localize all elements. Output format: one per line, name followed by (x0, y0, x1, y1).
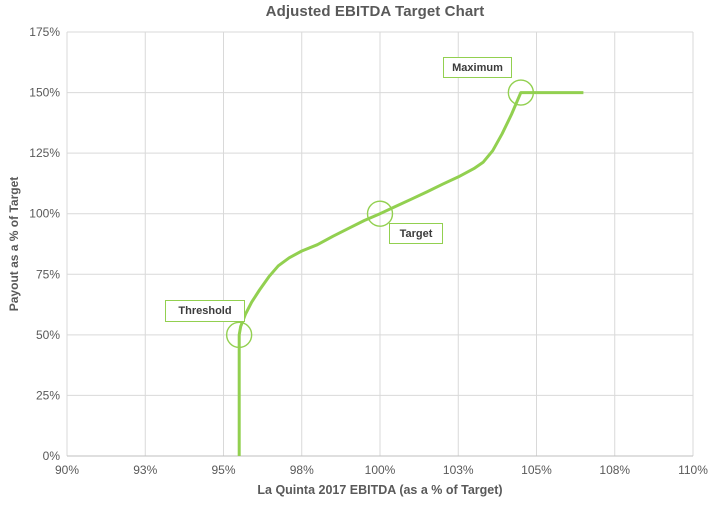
x-axis-title: La Quinta 2017 EBITDA (as a % of Target) (257, 483, 503, 497)
y-tick-label: 125% (29, 146, 60, 160)
annotation-threshold: Threshold (165, 300, 245, 322)
annotation-target: Target (389, 223, 443, 244)
chart-title: Adjusted EBITDA Target Chart (265, 3, 485, 20)
y-tick-label: 100% (29, 207, 60, 221)
x-tick-label: 108% (599, 463, 630, 477)
x-tick-label: 95% (211, 463, 235, 477)
x-tick-label: 105% (521, 463, 552, 477)
y-tick-label: 175% (29, 25, 60, 39)
y-tick-label: 25% (36, 388, 60, 402)
marker-circle-threshold (225, 321, 253, 349)
x-tick-label: 110% (678, 463, 708, 477)
y-tick-label: 150% (29, 86, 60, 100)
x-tick-label: 93% (133, 463, 157, 477)
annotation-maximum: Maximum (443, 57, 512, 78)
marker-circle-maximum (507, 79, 535, 106)
marker-circle-target (366, 200, 394, 227)
x-tick-label: 103% (443, 463, 474, 477)
x-tick-label: 100% (365, 463, 396, 477)
y-tick-label: 50% (36, 328, 60, 342)
x-tick-label: 98% (290, 463, 314, 477)
y-tick-label: 0% (43, 449, 61, 463)
x-tick-label: 90% (55, 463, 79, 477)
payout-curve (237, 91, 584, 456)
y-tick-label: 75% (36, 267, 60, 281)
